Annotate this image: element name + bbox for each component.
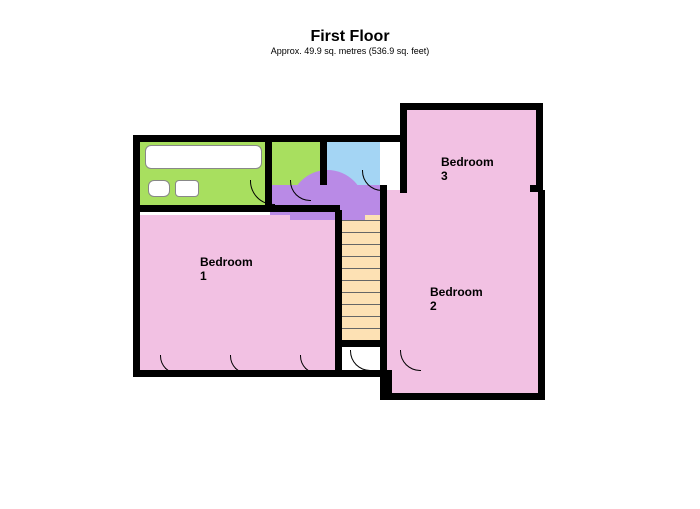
stair-tread <box>340 232 385 233</box>
floorplan-canvas: First Floor Approx. 49.9 sq. metres (536… <box>0 0 700 509</box>
wall-segment <box>380 185 387 400</box>
wall-segment <box>536 103 543 190</box>
door-arc <box>350 350 371 371</box>
label-bedroom3: Bedroom 3 <box>441 155 494 183</box>
stair-tread <box>340 316 385 317</box>
stair-tread <box>340 244 385 245</box>
toilet <box>148 180 170 197</box>
stair-tread <box>340 256 385 257</box>
label-bedroom2: Bedroom 2 <box>430 285 483 313</box>
stair-tread <box>340 328 385 329</box>
label-bedroom1: Bedroom 1 <box>200 255 253 283</box>
stair-tread <box>340 292 385 293</box>
wall-segment <box>140 205 340 212</box>
wall-segment <box>340 340 385 347</box>
room-bedroom1 <box>140 215 340 370</box>
wall-segment <box>400 103 407 193</box>
wall-segment <box>385 393 545 400</box>
floor-subtitle: Approx. 49.9 sq. metres (536.9 sq. feet) <box>0 46 700 56</box>
sink <box>175 180 199 197</box>
wall-segment <box>133 135 140 377</box>
stair-tread <box>340 304 385 305</box>
wall-segment <box>320 135 327 185</box>
stair-tread <box>340 268 385 269</box>
stair-tread <box>340 280 385 281</box>
floor-title: First Floor <box>0 28 700 46</box>
wall-segment <box>140 135 406 142</box>
bathtub <box>145 145 262 169</box>
stair-tread <box>340 220 385 221</box>
wall-segment <box>538 190 545 400</box>
wall-segment <box>400 103 543 110</box>
